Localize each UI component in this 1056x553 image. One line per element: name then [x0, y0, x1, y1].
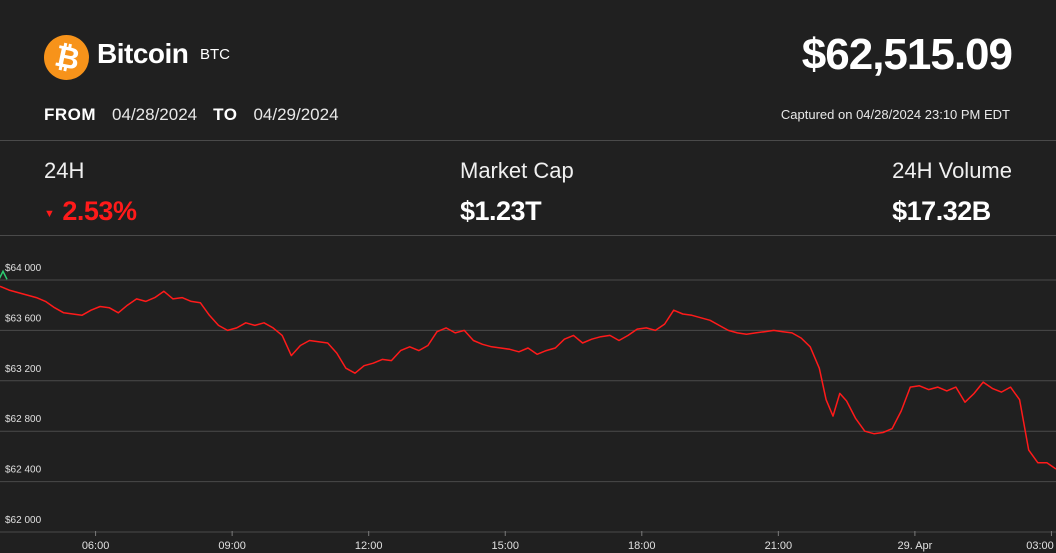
x-tick-label: 18:00	[628, 540, 656, 552]
to-label: TO	[213, 105, 238, 124]
y-tick-label: $62 400	[5, 465, 42, 476]
x-tick-label: 03:00	[1026, 540, 1054, 552]
market-cap-label: Market Cap	[460, 158, 574, 183]
date-range: FROM 04/28/2024 TO 04/29/2024	[44, 105, 355, 125]
triangle-down-icon: ▼	[44, 207, 55, 220]
from-date: 04/28/2024	[112, 105, 198, 124]
x-tick-label: 29. Apr	[897, 540, 932, 552]
volume-label: 24H Volume	[892, 158, 1012, 183]
market-cap-value: $1.23T	[460, 196, 542, 226]
x-tick-label: 12:00	[355, 540, 383, 552]
y-tick-label: $62 000	[5, 515, 42, 526]
stat-24h-value: 2.53%	[62, 196, 137, 226]
price-chart: $64 000 $63 600 $63 200 $62 800 $62 400 $62 0…	[0, 236, 1056, 553]
current-price: $62,515.09	[801, 30, 1013, 79]
svg-text:₿: ₿	[52, 40, 83, 77]
coin-symbol: BTC	[200, 46, 230, 63]
price-line	[0, 285, 1056, 470]
stat-24h-label: 24H	[44, 158, 85, 183]
divider-top	[0, 140, 1056, 141]
to-date: 04/29/2024	[253, 105, 339, 124]
from-label: FROM	[44, 105, 97, 124]
stat-24h-value-row: ▼ 2.53%	[44, 196, 137, 227]
stat-24h-change: 24H ▼ 2.53%	[44, 158, 137, 227]
divider-bottom	[0, 235, 1056, 236]
x-tick-label: 09:00	[218, 540, 246, 552]
coin-name: Bitcoin	[97, 38, 189, 69]
bitcoin-logo-icon: ₿	[44, 35, 89, 80]
y-tick-label: $63 600	[5, 313, 42, 324]
y-tick-label: $64 000	[5, 263, 42, 274]
x-tick-label: 15:00	[491, 540, 519, 552]
volume-value: $17.32B	[892, 196, 991, 226]
x-tick-label: 06:00	[82, 540, 110, 552]
y-tick-label: $62 800	[5, 414, 42, 425]
price-chart-svg: $64 000 $63 600 $63 200 $62 800 $62 400 $62 0…	[0, 263, 1056, 552]
start-marker-icon	[0, 269, 8, 280]
stat-24h-volume: 24H Volume $17.32B	[892, 158, 1012, 227]
coin-header: ₿ Bitcoin BTC $62,515.09 FROM 04/28/2024…	[0, 0, 1056, 140]
stat-market-cap: Market Cap $1.23T	[460, 158, 574, 227]
y-tick-label: $63 200	[5, 364, 42, 375]
captured-timestamp: Captured on 04/28/2024 23:10 PM EDT	[780, 107, 1010, 122]
x-tick-label: 21:00	[765, 540, 793, 552]
